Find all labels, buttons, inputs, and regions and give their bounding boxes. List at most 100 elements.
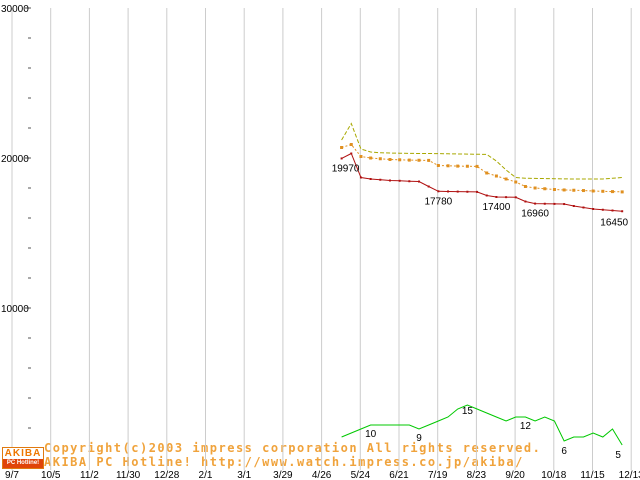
price-label: 17400 bbox=[482, 202, 510, 213]
x-tick-label: 3/29 bbox=[273, 470, 293, 480]
lowest-price-marker bbox=[388, 179, 391, 182]
shop-count-label: 9 bbox=[416, 433, 422, 444]
x-tick-label: 5/24 bbox=[351, 470, 371, 480]
lowest-price-marker bbox=[379, 178, 382, 181]
lowest-price-marker bbox=[476, 190, 479, 193]
average-price-marker bbox=[465, 164, 469, 168]
average-price-marker bbox=[436, 164, 440, 167]
akiba-logo-text: AKIBA bbox=[4, 448, 42, 459]
shop-count-label: 10 bbox=[365, 429, 377, 440]
average-price-marker bbox=[369, 156, 373, 160]
average-price-marker bbox=[349, 143, 353, 146]
lowest-price-marker bbox=[437, 190, 440, 193]
x-tick-label: 12/28 bbox=[154, 470, 179, 480]
lowest-price-marker bbox=[369, 178, 372, 180]
lowest-price-marker bbox=[359, 176, 362, 179]
average-price-marker bbox=[581, 189, 585, 193]
lowest-price-marker bbox=[524, 200, 527, 203]
average-price-marker bbox=[359, 155, 363, 158]
x-tick-label: 4/26 bbox=[312, 470, 332, 480]
average-price-marker bbox=[572, 188, 576, 192]
price-label: 16450 bbox=[600, 217, 628, 228]
average-price-marker bbox=[611, 190, 614, 194]
lowest-price-marker bbox=[495, 196, 498, 198]
price-label: 19970 bbox=[332, 163, 360, 174]
lowest-price-marker bbox=[543, 202, 546, 205]
x-tick-label: 10/18 bbox=[541, 470, 566, 480]
x-tick-label: 11/30 bbox=[116, 470, 141, 480]
x-tick-label: 2/1 bbox=[199, 470, 213, 480]
shop-count-label: 12 bbox=[520, 421, 532, 432]
shop-count-label: 6 bbox=[561, 446, 567, 457]
average-price-marker bbox=[388, 158, 392, 161]
average-price-marker bbox=[514, 180, 518, 184]
lowest-price-marker bbox=[505, 196, 508, 199]
lowest-price-marker bbox=[350, 152, 353, 155]
y-tick-label: 10000 bbox=[1, 304, 29, 315]
shop-count-label: 5 bbox=[615, 450, 621, 461]
price-label: 17780 bbox=[424, 196, 452, 207]
x-tick-label: 11/2 bbox=[80, 470, 99, 480]
average-price-marker bbox=[475, 164, 479, 168]
lowest-price-marker bbox=[514, 196, 517, 199]
x-tick-label: 3/1 bbox=[237, 470, 251, 480]
y-tick-label: 20000 bbox=[1, 154, 29, 165]
akiba-logo: AKIBA PC Hotline! bbox=[2, 447, 44, 469]
average-price-marker bbox=[340, 146, 344, 149]
lowest-price-marker bbox=[427, 185, 430, 188]
lowest-price-marker bbox=[621, 210, 624, 213]
average-price-line bbox=[341, 143, 623, 193]
average-price-marker bbox=[504, 177, 508, 181]
shop-count-line bbox=[341, 404, 623, 446]
x-tick-label: 9/7 bbox=[5, 470, 19, 480]
lowest-price-marker bbox=[485, 194, 488, 197]
lowest-price-marker bbox=[447, 190, 450, 193]
lowest-price-marker bbox=[553, 202, 556, 205]
lowest-price-marker bbox=[572, 205, 575, 207]
average-price-marker bbox=[523, 185, 527, 188]
lowest-price-marker bbox=[398, 179, 401, 182]
x-tick-label: 6/21 bbox=[389, 470, 409, 480]
average-price-marker bbox=[456, 164, 460, 168]
lowest-price-marker bbox=[601, 208, 604, 211]
shop-count-label: 15 bbox=[462, 406, 474, 417]
lowest-price-line bbox=[341, 152, 623, 212]
lowest-price-marker bbox=[340, 157, 343, 160]
x-tick-label: 10/5 bbox=[41, 470, 61, 480]
average-price-marker bbox=[446, 164, 450, 168]
average-price-marker bbox=[378, 157, 382, 161]
y-tick-label: 30000 bbox=[1, 4, 29, 15]
lowest-price-marker bbox=[456, 190, 459, 193]
average-price-marker bbox=[485, 171, 489, 175]
average-price-marker bbox=[543, 187, 547, 191]
average-price-marker bbox=[398, 158, 402, 162]
x-tick-label: 11/15 bbox=[580, 470, 605, 480]
average-price-marker bbox=[533, 186, 537, 190]
x-tick-label: 12/13 bbox=[619, 470, 640, 480]
average-price-marker bbox=[601, 189, 605, 193]
price-label: 16960 bbox=[521, 209, 549, 220]
lowest-price-marker bbox=[466, 190, 469, 193]
lowest-price-marker bbox=[592, 208, 595, 210]
average-price-marker bbox=[552, 188, 556, 191]
average-price-marker bbox=[591, 189, 595, 193]
average-price-marker bbox=[494, 174, 498, 178]
average-price-marker bbox=[427, 158, 431, 162]
lowest-price-marker bbox=[408, 180, 411, 183]
lowest-price-marker bbox=[582, 206, 585, 209]
average-price-marker bbox=[407, 158, 411, 162]
lowest-price-marker bbox=[563, 203, 566, 206]
pc-hotline-logo-text: PC Hotline! bbox=[3, 459, 43, 468]
lowest-price-marker bbox=[534, 202, 537, 205]
x-tick-label: 9/20 bbox=[505, 470, 525, 480]
watermark-line1: Copyright(c)2003 impress corporation All… bbox=[44, 441, 542, 455]
x-tick-label: 7/19 bbox=[428, 470, 448, 480]
lowest-price-marker bbox=[418, 180, 420, 183]
x-tick-label: 8/23 bbox=[467, 470, 487, 480]
highest-price-line bbox=[341, 122, 623, 180]
average-price-marker bbox=[620, 190, 624, 194]
lowest-price-marker bbox=[611, 209, 614, 212]
average-price-marker bbox=[562, 188, 566, 192]
